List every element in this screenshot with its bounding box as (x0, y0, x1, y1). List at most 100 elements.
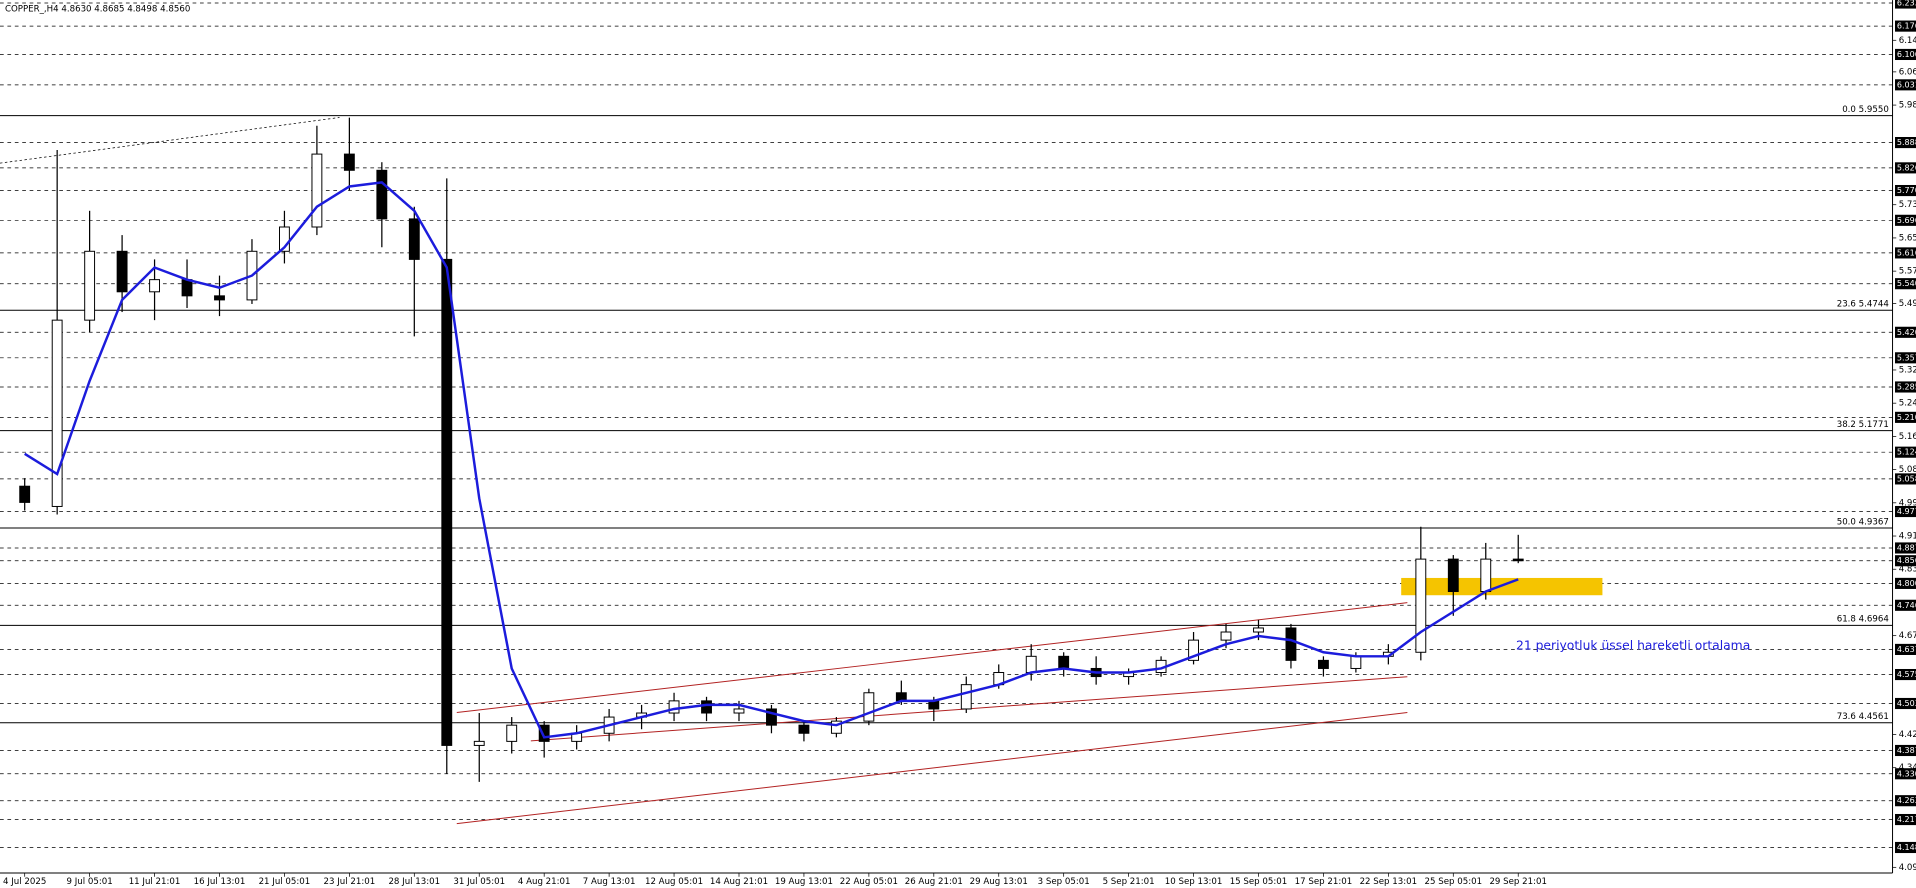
level-label-box (1895, 79, 1916, 91)
level-label-box (1895, 542, 1916, 554)
candle-body (668, 700, 680, 714)
candle-body (506, 724, 518, 742)
level-label: 4.7460 (1897, 601, 1916, 610)
x-tick-label: 25 Sep 05:01 (1425, 877, 1483, 887)
candle-body (376, 169, 388, 220)
candle-body (343, 153, 355, 171)
candle-body (181, 279, 193, 297)
candle-body (84, 250, 96, 321)
y-tick-label: 5.5710 (1899, 267, 1916, 277)
level-label-box (1895, 446, 1916, 458)
x-tick-label: 29 Sep 21:01 (1489, 877, 1547, 887)
candle-body (1480, 558, 1492, 593)
candle-body (1317, 659, 1329, 669)
candle-body (766, 708, 777, 726)
candle-body (1253, 627, 1264, 633)
level-label: 4.3300 (1897, 769, 1916, 778)
level-label-box (1895, 214, 1916, 226)
x-tick-label: 10 Sep 13:01 (1165, 877, 1223, 887)
level-label-box (1895, 184, 1916, 197)
candle-body (1220, 631, 1232, 641)
candle-body (149, 279, 160, 293)
fib-label: 61.8 4.6964 (1837, 615, 1889, 625)
x-tick-label: 11 Jul 21:01 (129, 877, 181, 887)
level-label: 5.0580 (1897, 474, 1916, 483)
level-label-box (1895, 247, 1916, 259)
level-label: 4.5035 (1897, 699, 1916, 708)
level-label-box (1895, 841, 1916, 854)
level-label: 6.0310 (1897, 80, 1916, 89)
level-label: 5.8885 (1897, 138, 1916, 147)
x-tick-label: 17 Sep 21:01 (1295, 877, 1353, 887)
x-tick-label: 23 Jul 21:01 (324, 877, 376, 887)
fib-label: 38.2 5.1771 (1837, 420, 1889, 430)
level-label: 5.6160 (1897, 248, 1916, 257)
candle-body (1512, 558, 1524, 562)
y-tick-label: 5.1630 (1899, 432, 1916, 442)
x-tick-label: 3 Sep 05:01 (1038, 877, 1090, 887)
candle-body (311, 153, 323, 228)
level-label-box (1895, 505, 1916, 518)
candle-body (798, 724, 810, 734)
level-label-box (1895, 599, 1916, 611)
candle-body (538, 724, 550, 742)
level-label: 5.7700 (1897, 186, 1916, 195)
fib-label: 23.6 5.4744 (1837, 300, 1889, 310)
level-label-box (1895, 411, 1916, 423)
fib-label: 0.0 5.9550 (1842, 105, 1889, 115)
y-tick-label: 5.9810 (1899, 101, 1916, 111)
candle-body (19, 485, 31, 503)
y-tick-label: 5.0810 (1899, 465, 1916, 475)
x-tick-label: 26 Aug 21:01 (905, 877, 963, 887)
y-tick-label: 6.0630 (1899, 67, 1916, 77)
levels (0, 2, 1897, 868)
candle-body (733, 708, 745, 714)
x-tick-label: 12 Aug 05:01 (645, 877, 703, 887)
x-tick-label: 14 Aug 21:01 (710, 877, 768, 887)
candle-body (863, 692, 875, 722)
y-tick-label: 4.9170 (1899, 532, 1916, 542)
candle-body (408, 218, 420, 260)
y-tick-label: 5.2450 (1899, 399, 1916, 409)
level-label: 4.6370 (1897, 645, 1916, 654)
y-tick-label: 4.8350 (1899, 565, 1916, 575)
y-tick-label: 4.9990 (1899, 498, 1916, 508)
level-label: 5.6965 (1897, 216, 1916, 225)
y-tick-label: 5.6530 (1899, 233, 1916, 243)
level-label: 5.2100 (1897, 413, 1916, 422)
y-tick-label: 4.6710 (1899, 631, 1916, 641)
level-label: 4.3875 (1897, 746, 1916, 755)
level-label: 5.4200 (1897, 328, 1916, 337)
x-tick-label: 31 Jul 05:01 (453, 877, 505, 887)
level-label: 5.5400 (1897, 279, 1916, 288)
y-tick-label: 4.3450 (1899, 763, 1916, 773)
level-label: 6.1760 (1897, 22, 1916, 31)
level-label: 5.8260 (1897, 163, 1916, 172)
level-label: 4.8875 (1897, 543, 1916, 552)
level-label: 5.1240 (1897, 448, 1916, 457)
level-label: 4.2635 (1897, 796, 1916, 805)
level-label-box (1895, 20, 1916, 32)
level-label: 4.1480 (1897, 843, 1916, 852)
level-label: 4.2170 (1897, 815, 1916, 824)
level-label-box (1895, 697, 1916, 710)
candle-body (1447, 558, 1459, 593)
x-tick-label: 4 Aug 21:01 (518, 877, 571, 887)
x-tick-label: 16 Jul 13:01 (194, 877, 246, 887)
level-label: 5.3570 (1897, 353, 1916, 362)
level-label: 4.8000 (1897, 579, 1916, 588)
level-label: 4.9775 (1897, 507, 1916, 516)
y-tick-label: 4.0990 (1899, 863, 1916, 873)
x-tick-label: 28 Jul 13:01 (388, 877, 440, 887)
level-label-box (1895, 136, 1916, 149)
level-label-box (1895, 668, 1916, 681)
fib-label: 73.6 4.4561 (1837, 712, 1889, 722)
y-tick-label: 5.7350 (1899, 200, 1916, 210)
candle-body (1415, 558, 1427, 653)
x-tick-label: 29 Aug 13:01 (970, 877, 1028, 887)
level-label-box (1895, 643, 1916, 655)
y-tick-label: 5.4910 (1899, 299, 1916, 309)
y-tick-label: 4.4270 (1899, 730, 1916, 740)
y-tick-label: 5.3270 (1899, 365, 1916, 375)
